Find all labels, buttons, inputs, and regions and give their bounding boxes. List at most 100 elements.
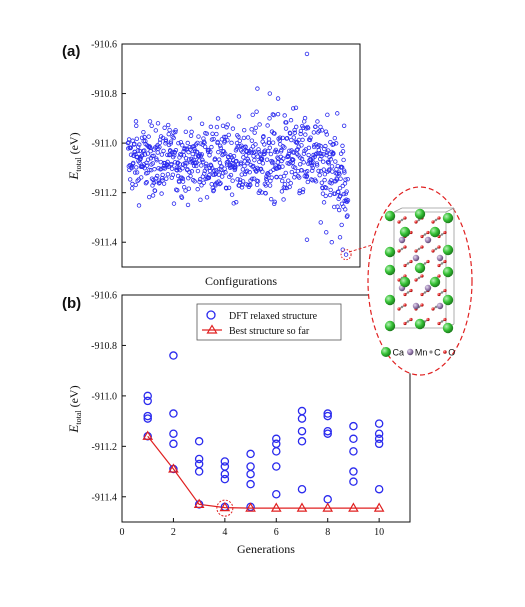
panel-a-best-point [343,252,349,257]
carbon-atom [400,218,404,222]
panel-a-point [343,177,348,182]
legend-mn-atom [407,348,414,356]
panel-a-point [166,122,171,128]
calcium-atom [442,212,454,224]
panel-a-point [202,140,207,146]
panel-a-point [189,169,195,174]
panel-a-point [319,128,325,133]
dft-structure-point [220,469,230,479]
dft-structure-point [272,439,281,449]
panel-a-point [256,147,261,152]
panel-b-y-tick-label: -911.2 [92,442,117,453]
panel-a-point [173,129,178,135]
panel-a-point [246,150,252,156]
panel-a-point [221,170,226,176]
panel-a-point [222,151,228,156]
panel-a-point [292,130,298,135]
panel-a-point [300,187,306,192]
oxygen-atom [431,220,435,224]
panel-a-point [254,109,259,114]
panel-a-point [273,147,279,153]
panel-a-point [126,140,131,145]
panel-a-point [340,149,346,154]
legend-c-label: C [434,348,441,358]
panel-a-point [327,167,332,172]
panel-a-point [225,138,230,143]
legend-dft-marker [206,310,216,320]
panel-a-point [170,134,175,139]
panel-a-point [189,129,194,135]
panel-a-point [142,134,147,140]
panel-a-point [312,154,317,159]
dft-structure-point [194,437,204,446]
calcium-atom [442,294,454,306]
panel-a-point [267,145,273,150]
panel-a-point [135,178,140,184]
panel-a-point [163,137,168,142]
panel-a-point [128,177,133,182]
panel-a-point [290,160,295,165]
panel-a-point [188,173,193,179]
oxygen-atom [420,303,424,307]
panel-a-point [265,123,270,128]
panel-a-point [192,146,197,152]
panel-a-point [183,129,189,134]
oxygen-atom [431,249,435,253]
oxygen-atom [420,245,424,249]
oxygen-atom [403,321,407,326]
panel-a-point [199,183,204,188]
calcium-atom [414,318,426,330]
panel-a-point [141,138,146,144]
panel-a-point [292,165,298,170]
calcium-atom [399,226,411,238]
panel-a-point [297,162,303,167]
panel-a-point [221,134,227,140]
panel-a-point [291,106,296,111]
panel-a-point [216,172,222,177]
panel-a-point [254,182,260,188]
panel-a-point [171,135,176,141]
panel-a-point [345,213,350,218]
oxygen-atom [431,307,435,311]
dft-structure-point [194,454,204,464]
legend-best-marker [206,324,218,334]
panel-a-point [281,156,286,161]
panel-a-point [323,143,328,149]
panel-a-point [137,142,142,147]
panel-a-point [133,119,139,124]
panel-a-y-tick-label: -910.8 [91,89,117,100]
panel-a-point [145,151,151,156]
panel-a-point [289,137,294,143]
panel-a-point [268,196,274,202]
panel-a-point [226,185,232,190]
manganese-atom [398,236,406,244]
panel-a-point [219,164,224,169]
dft-structure-point [246,462,255,471]
panel-a-point [324,132,329,137]
panel-a-point [137,160,142,165]
panel-a-point [293,105,299,111]
panel-a-point [230,178,235,183]
panel-a-point [279,189,285,194]
panel-a-point [194,160,199,165]
panel-a-point [165,152,170,158]
panel-a-point [220,123,226,128]
carbon-atom [440,291,444,294]
dft-structure-point [323,426,332,436]
panel-a-point [229,192,235,197]
panel-a-point [317,172,322,178]
panel-a-point [314,161,320,166]
panel-a-point [160,172,165,178]
panel-a-point [146,134,151,139]
best-structure-point [270,502,282,512]
panel-a-point [304,51,310,57]
panel-a-point [170,149,175,155]
panel-a-point [341,168,347,173]
panel-a-point [223,170,228,175]
panel-a-point [332,135,337,141]
best-structure-point [373,502,385,512]
panel-a-point [341,123,347,128]
panel-a-point [267,91,273,96]
panel-a-point [288,181,293,186]
